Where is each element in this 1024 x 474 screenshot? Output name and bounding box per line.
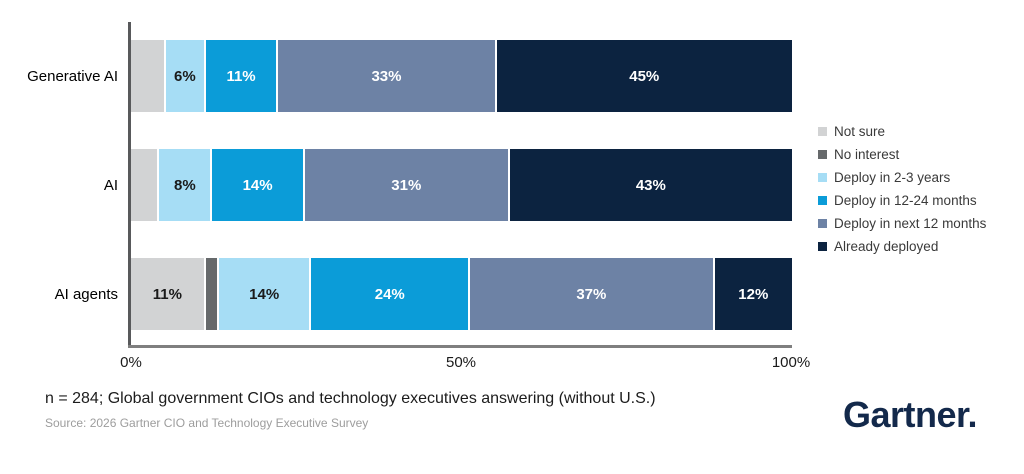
segment-label: 12% (738, 285, 769, 303)
legend-swatch (818, 242, 827, 251)
y-axis-line (128, 22, 131, 348)
legend-label: Already deployed (834, 239, 939, 254)
bar-segment (203, 258, 217, 330)
bar-segment: 37% (468, 258, 713, 330)
bar-segment: 43% (507, 149, 792, 221)
bar-segment: 8% (157, 149, 211, 221)
x-tick: 0% (120, 354, 142, 371)
legend-item: Deploy in 12-24 months (818, 193, 986, 208)
gartner-logo: Gartner. (843, 394, 978, 435)
legend-item: No interest (818, 147, 986, 162)
legend-swatch (818, 219, 827, 228)
x-tick-labels: 0% 50% 100% (120, 354, 810, 374)
bar-segment: 14% (210, 149, 303, 221)
bar-segment (131, 149, 158, 221)
bar-row: Generative AI 6% 11% 33% 45% (0, 40, 792, 112)
segment-label: 6% (174, 67, 196, 85)
bar-segment: 14% (216, 258, 310, 330)
bar-track: 8% 14% 31% 43% (131, 149, 792, 221)
legend-swatch (818, 127, 827, 136)
legend-swatch (818, 150, 827, 159)
bar-segment: 11% (203, 40, 277, 112)
legend-label: Deploy in next 12 months (834, 216, 987, 231)
segment-label: 33% (371, 67, 402, 85)
x-axis-line (128, 345, 792, 348)
category-label: AI agents (54, 285, 118, 303)
legend-swatch (818, 196, 827, 205)
x-tick: 100% (771, 354, 811, 371)
bar-row: AI agents 11% 14% 24% 37% 12% (0, 258, 792, 330)
category-label: Generative AI (27, 67, 118, 85)
segment-label: 45% (629, 67, 660, 85)
legend-label: Not sure (834, 124, 886, 139)
bar-segment: 31% (302, 149, 508, 221)
x-tick: 50% (445, 354, 477, 371)
bar-segment: 33% (276, 40, 495, 112)
segment-label: 11% (152, 285, 182, 303)
segment-label: 11% (226, 67, 256, 85)
legend-swatch (818, 173, 827, 182)
bar-track: 11% 14% 24% 37% 12% (131, 258, 792, 330)
plot-area: Generative AI 6% 11% 33% 45% AI 8% 14% 31% 43% AI … (0, 22, 792, 348)
legend-item: Deploy in next 12 months (818, 216, 986, 231)
source-note: Source: 2026 Gartner CIO and Technology … (45, 416, 369, 430)
legend-item: Already deployed (818, 239, 986, 254)
bar-segment: 45% (494, 40, 792, 112)
bar-segment: 11% (131, 258, 204, 330)
bar-segment (131, 40, 165, 112)
segment-label: 31% (391, 176, 422, 194)
segment-label: 37% (576, 285, 607, 303)
legend: Not sure No interest Deploy in 2-3 years De… (818, 124, 986, 254)
segment-label: 43% (635, 176, 666, 194)
bar-segment: 12% (712, 258, 792, 330)
segment-label: 24% (374, 285, 405, 303)
segment-label: 14% (242, 176, 273, 194)
legend-item: Deploy in 2-3 years (818, 170, 986, 185)
segment-label: 8% (174, 176, 196, 194)
legend-label: No interest (834, 147, 900, 162)
segment-label: 14% (249, 285, 280, 303)
bar-row: AI 8% 14% 31% 43% (0, 149, 792, 221)
footnote: n = 284; Global government CIOs and tech… (45, 390, 656, 407)
legend-label: Deploy in 12-24 months (834, 193, 977, 208)
bar-track: 6% 11% 33% 45% (131, 40, 792, 112)
bar-segment: 6% (164, 40, 204, 112)
legend-label: Deploy in 2-3 years (834, 170, 951, 185)
bar-segment: 24% (309, 258, 469, 330)
category-label: AI (103, 176, 118, 194)
legend-item: Not sure (818, 124, 986, 139)
